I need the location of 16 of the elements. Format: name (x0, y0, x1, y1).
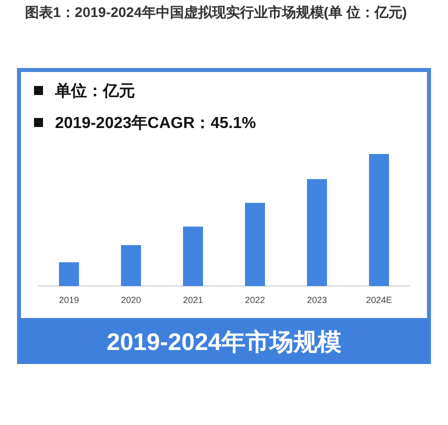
x-tick-label: 2024E (366, 295, 392, 305)
bar (369, 154, 389, 286)
bar (59, 262, 79, 286)
x-tick-label: 2021 (182, 295, 204, 305)
x-tick-label: 2019 (58, 295, 80, 305)
x-tick-label: 2022 (244, 295, 266, 305)
text: 2019-2023年CAGR：45.1% (55, 114, 256, 132)
text: 单位：亿元 (54, 82, 135, 100)
bar (183, 226, 203, 286)
text: 2019-2024年市场规模 (106, 329, 342, 356)
bar (121, 245, 141, 286)
bar (307, 179, 327, 286)
bar (245, 202, 265, 286)
x-tick-label: 2023 (306, 295, 328, 305)
x-tick-label: 2020 (120, 295, 142, 305)
chart-title: 图表1：2019-2024年中国虚拟现实行业市场规模(单 位：亿元) (24, 3, 408, 22)
